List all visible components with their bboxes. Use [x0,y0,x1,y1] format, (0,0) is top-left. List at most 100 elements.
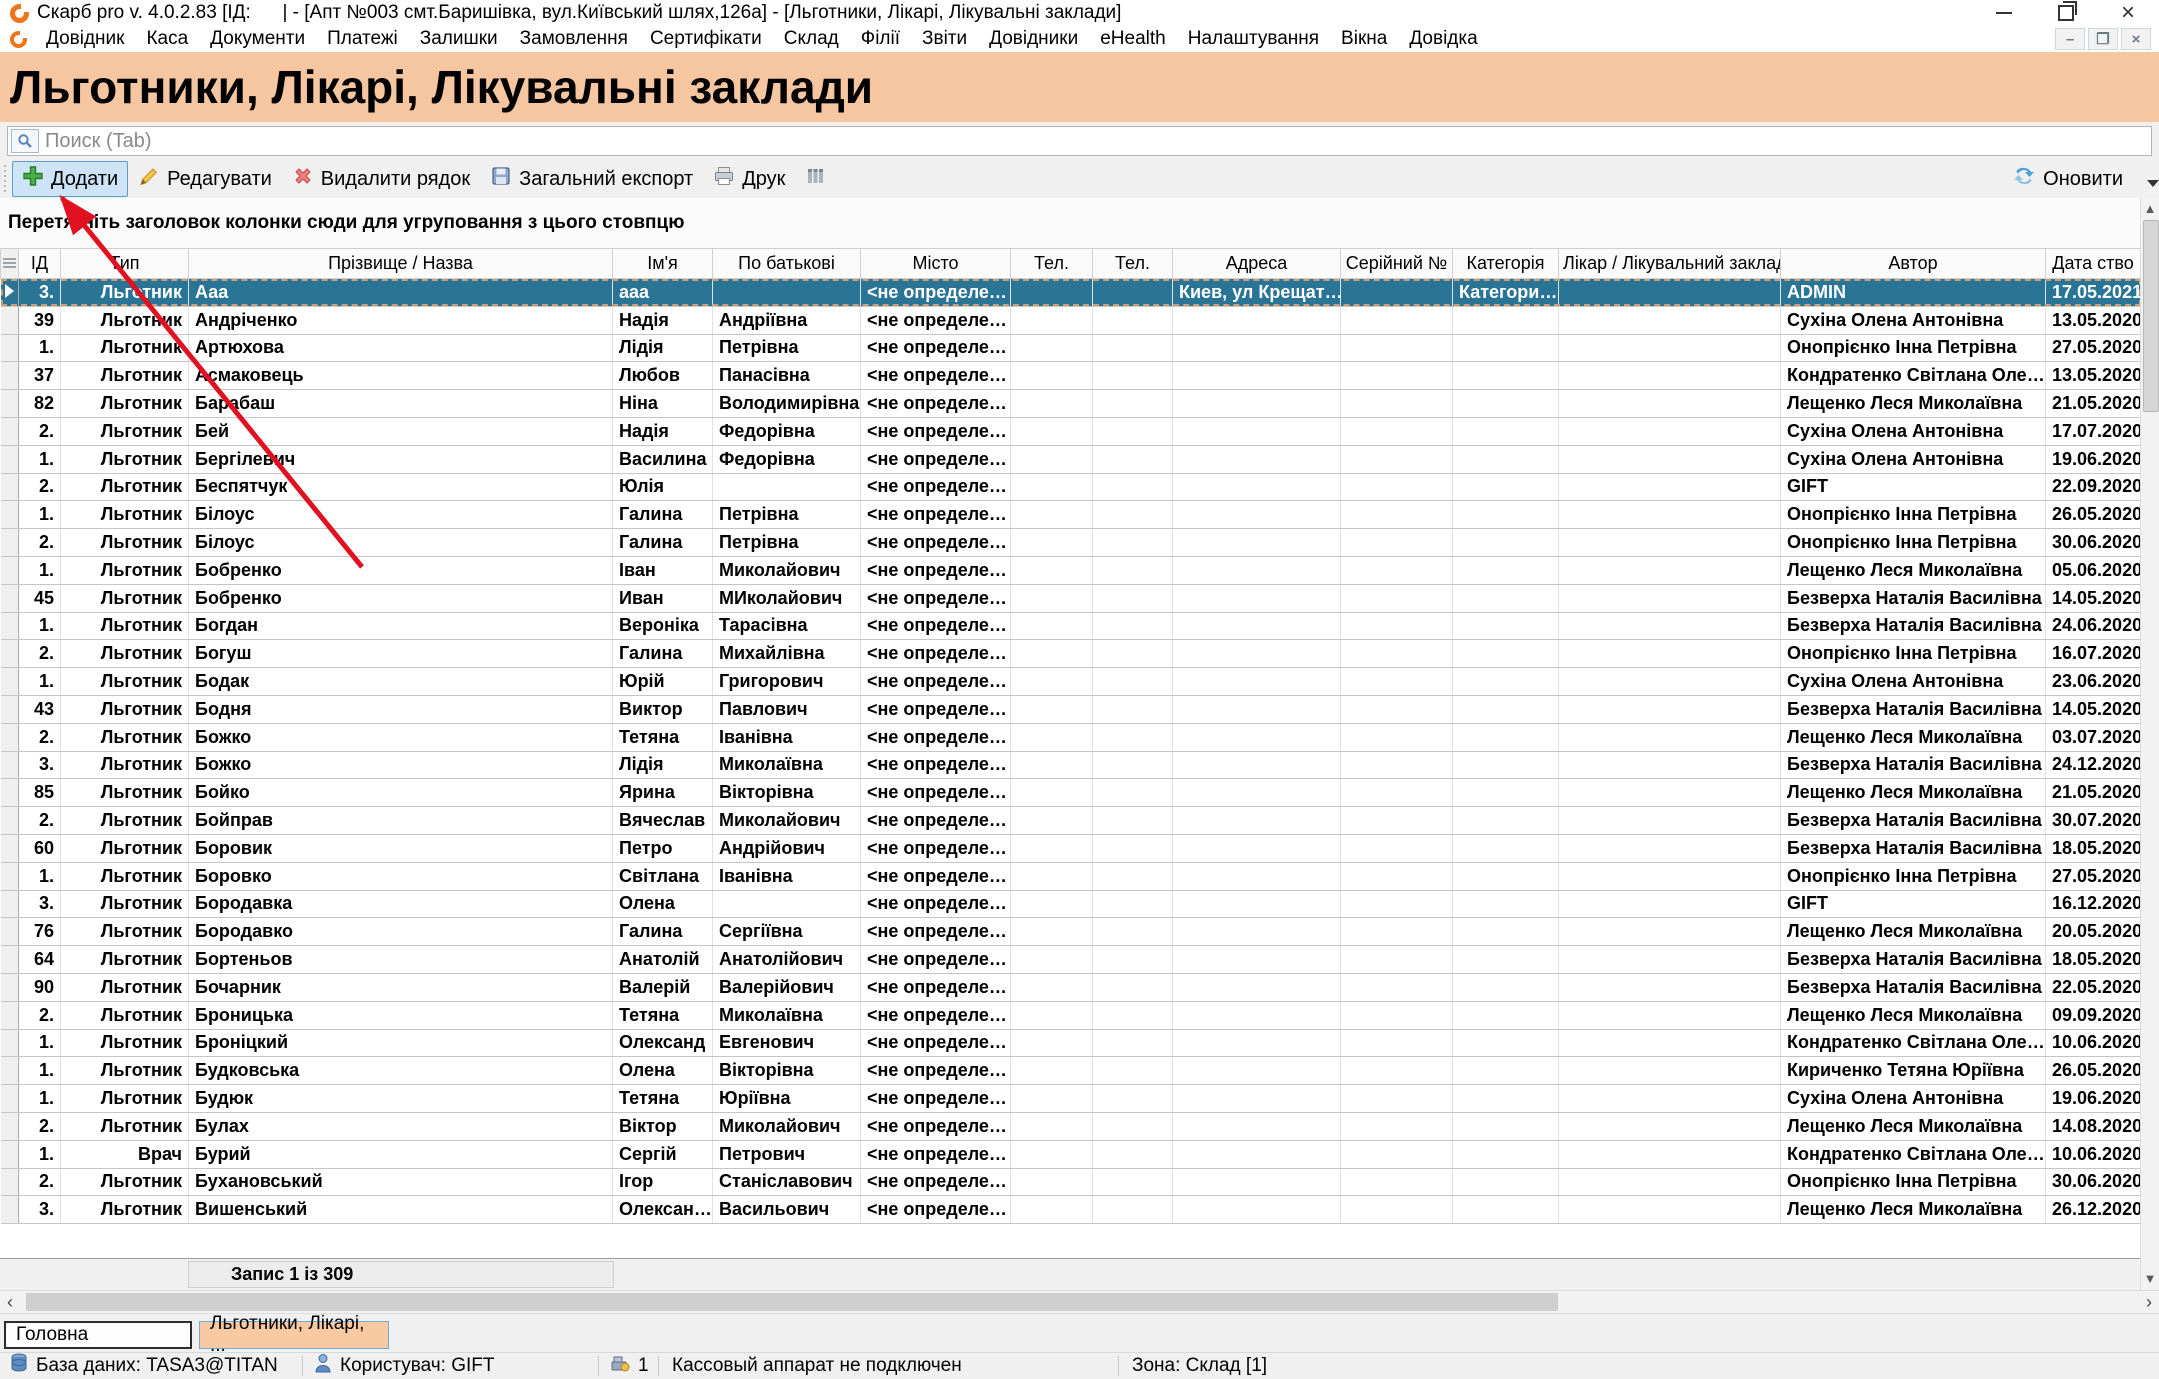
grid-cell[interactable] [1010,695,1093,724]
grid-cell[interactable]: 76 [18,917,61,947]
grid-cell[interactable]: Бурий [188,1140,613,1169]
table-row[interactable]: 1. Льготник Білоус Галина Петрівна <не опреде… [0,500,2140,530]
grid-cell[interactable]: 3. [18,751,61,780]
grid-cell[interactable] [1092,723,1173,752]
table-row[interactable]: 2. Льготник Беспятчук Юлія <не определе… GIFT… [0,473,2140,502]
grid-cell[interactable]: <не определе… [860,1168,1011,1197]
grid-cell[interactable] [1010,667,1093,696]
grid-cell[interactable]: Іванівна [712,862,861,891]
grid-cell[interactable] [1010,473,1093,502]
grid-cell[interactable] [1092,500,1173,530]
grid-cell[interactable] [1010,306,1093,335]
grid-cell[interactable]: 30.06.2020 [2045,528,2140,557]
grid-cell[interactable] [1340,778,1453,808]
table-row[interactable]: 1. Льготник Артюхова Лідія Петрівна <не опред… [0,334,2140,363]
grid-cell[interactable] [1010,862,1093,891]
grid-cell[interactable]: 10.06.2020 [2045,1140,2140,1169]
grid-cell[interactable] [1172,834,1341,863]
grid-cell[interactable] [1172,1168,1341,1197]
grid-cell[interactable] [1010,973,1093,1002]
grid-cell[interactable]: Миколаївна [712,751,861,780]
grid-cell[interactable]: Онопрієнко Інна Петрівна [1780,500,2046,530]
grid-cell[interactable] [1340,751,1453,780]
grid-cell[interactable] [1340,639,1453,669]
table-row[interactable]: 1. Льготник Будковська Олена Вікторівна <не о… [0,1056,2140,1086]
grid-cell[interactable]: Василина [612,445,713,474]
grid-cell[interactable] [1340,1056,1453,1086]
grid-cell[interactable]: 2. [18,723,61,752]
grid-cell[interactable]: 64 [18,945,61,974]
grid-cell[interactable]: 22.05.2020 [2045,973,2140,1002]
table-row[interactable]: 2. Льготник Бухановський Ігор Станіславович <… [0,1168,2140,1197]
grid-cell[interactable]: <не определе… [860,361,1011,391]
grid-cell[interactable] [1010,334,1093,363]
grid-cell[interactable] [1558,834,1781,863]
grid-cell[interactable] [1452,1112,1559,1141]
grid-cell[interactable] [1452,528,1559,557]
grid-cell[interactable]: 37 [18,361,61,391]
grid-cell[interactable]: 19.06.2020 [2045,1084,2140,1113]
grid-cell[interactable]: Миколайович [712,806,861,835]
grid-cell[interactable] [1172,306,1341,335]
grid-cell[interactable] [1172,639,1341,669]
grid-cell[interactable] [1340,667,1453,696]
tab-beneficiaries[interactable]: Льготники, Лікарі, ... [199,1313,389,1356]
grid-cell[interactable]: Сухіна Олена Антонівна [1780,1084,2046,1113]
column-header-12[interactable]: Автор [1780,248,2046,279]
grid-cell[interactable] [1340,1029,1453,1058]
grid-cell[interactable]: 1. [18,445,61,474]
grid-cell[interactable] [1010,1001,1093,1030]
grid-cell[interactable]: Володимирівна [712,389,861,418]
grid-cell[interactable]: Бей [188,417,613,446]
grid-cell[interactable] [1172,945,1341,974]
scroll-right-icon[interactable]: › [2146,1291,2152,1312]
grid-cell[interactable]: Броніцкий [188,1029,613,1058]
grid-cell[interactable]: <не определе… [860,334,1011,363]
grid-cell[interactable]: 1. [18,1029,61,1058]
grid-cell[interactable]: 05.06.2020 [2045,556,2140,585]
grid-cell[interactable]: Онопрієнко Інна Петрівна [1780,1168,2046,1197]
grid-cell[interactable]: 43 [18,695,61,724]
column-header-3[interactable]: Ім'я [612,248,713,279]
column-header-6[interactable]: Тел. [1010,248,1093,279]
grid-cell[interactable] [1558,306,1781,335]
grid-cell[interactable]: Федорівна [712,445,861,474]
grid-cell[interactable] [1452,1195,1559,1225]
grid-cell[interactable]: 90 [18,973,61,1002]
grid-cell[interactable] [1340,306,1453,335]
grid-cell[interactable] [1092,695,1173,724]
grid-cell[interactable]: Будюк [188,1084,613,1113]
table-row[interactable]: 3. Льготник Бородавка Олена <не определе… GIF… [0,890,2140,919]
grid-cell[interactable]: Евгенович [712,1029,861,1058]
grid-cell[interactable]: <не определе… [860,389,1011,418]
search-box[interactable] [7,126,2152,156]
grid-cell[interactable]: Валерій [612,973,713,1002]
grid-cell[interactable]: Льготник [60,862,189,891]
grid-cell[interactable]: 1. [18,1084,61,1113]
grid-cell[interactable] [1092,1140,1173,1169]
grid-cell[interactable]: <не определе… [860,1001,1011,1030]
grid-cell[interactable]: 1. [18,862,61,891]
grid-cell[interactable]: 2. [18,528,61,557]
grid-cell[interactable]: Петрівна [712,334,861,363]
grid-cell[interactable]: 2. [18,417,61,446]
menu-item-5[interactable]: Замовлення [519,28,628,49]
mdi-close-button[interactable]: × [2121,28,2151,50]
grid-cell[interactable] [1172,862,1341,891]
grid-cell[interactable] [1558,806,1781,835]
grid-cell[interactable] [1092,528,1173,557]
grid-cell[interactable]: Льготник [60,473,189,502]
grid-cell[interactable] [1452,1001,1559,1030]
grid-cell[interactable] [1558,278,1781,307]
grid-cell[interactable] [1340,1001,1453,1030]
menu-item-14[interactable]: Довідка [1409,28,1478,49]
grid-cell[interactable]: Льготник [60,917,189,947]
grid-cell[interactable]: Льготник [60,584,189,613]
table-row[interactable]: 85 Льготник Бойко Ярина Вікторівна <не опреде… [0,778,2140,808]
grid-cell[interactable]: Онопрієнко Інна Петрівна [1780,334,2046,363]
grid-cell[interactable] [1558,1140,1781,1169]
grid-cell[interactable]: Олена [612,1056,713,1086]
table-row[interactable]: 2. Льготник Білоус Галина Петрівна <не опреде… [0,528,2140,557]
grid-cell[interactable]: <не определе… [860,473,1011,502]
grid-cell[interactable]: <не определе… [860,973,1011,1002]
